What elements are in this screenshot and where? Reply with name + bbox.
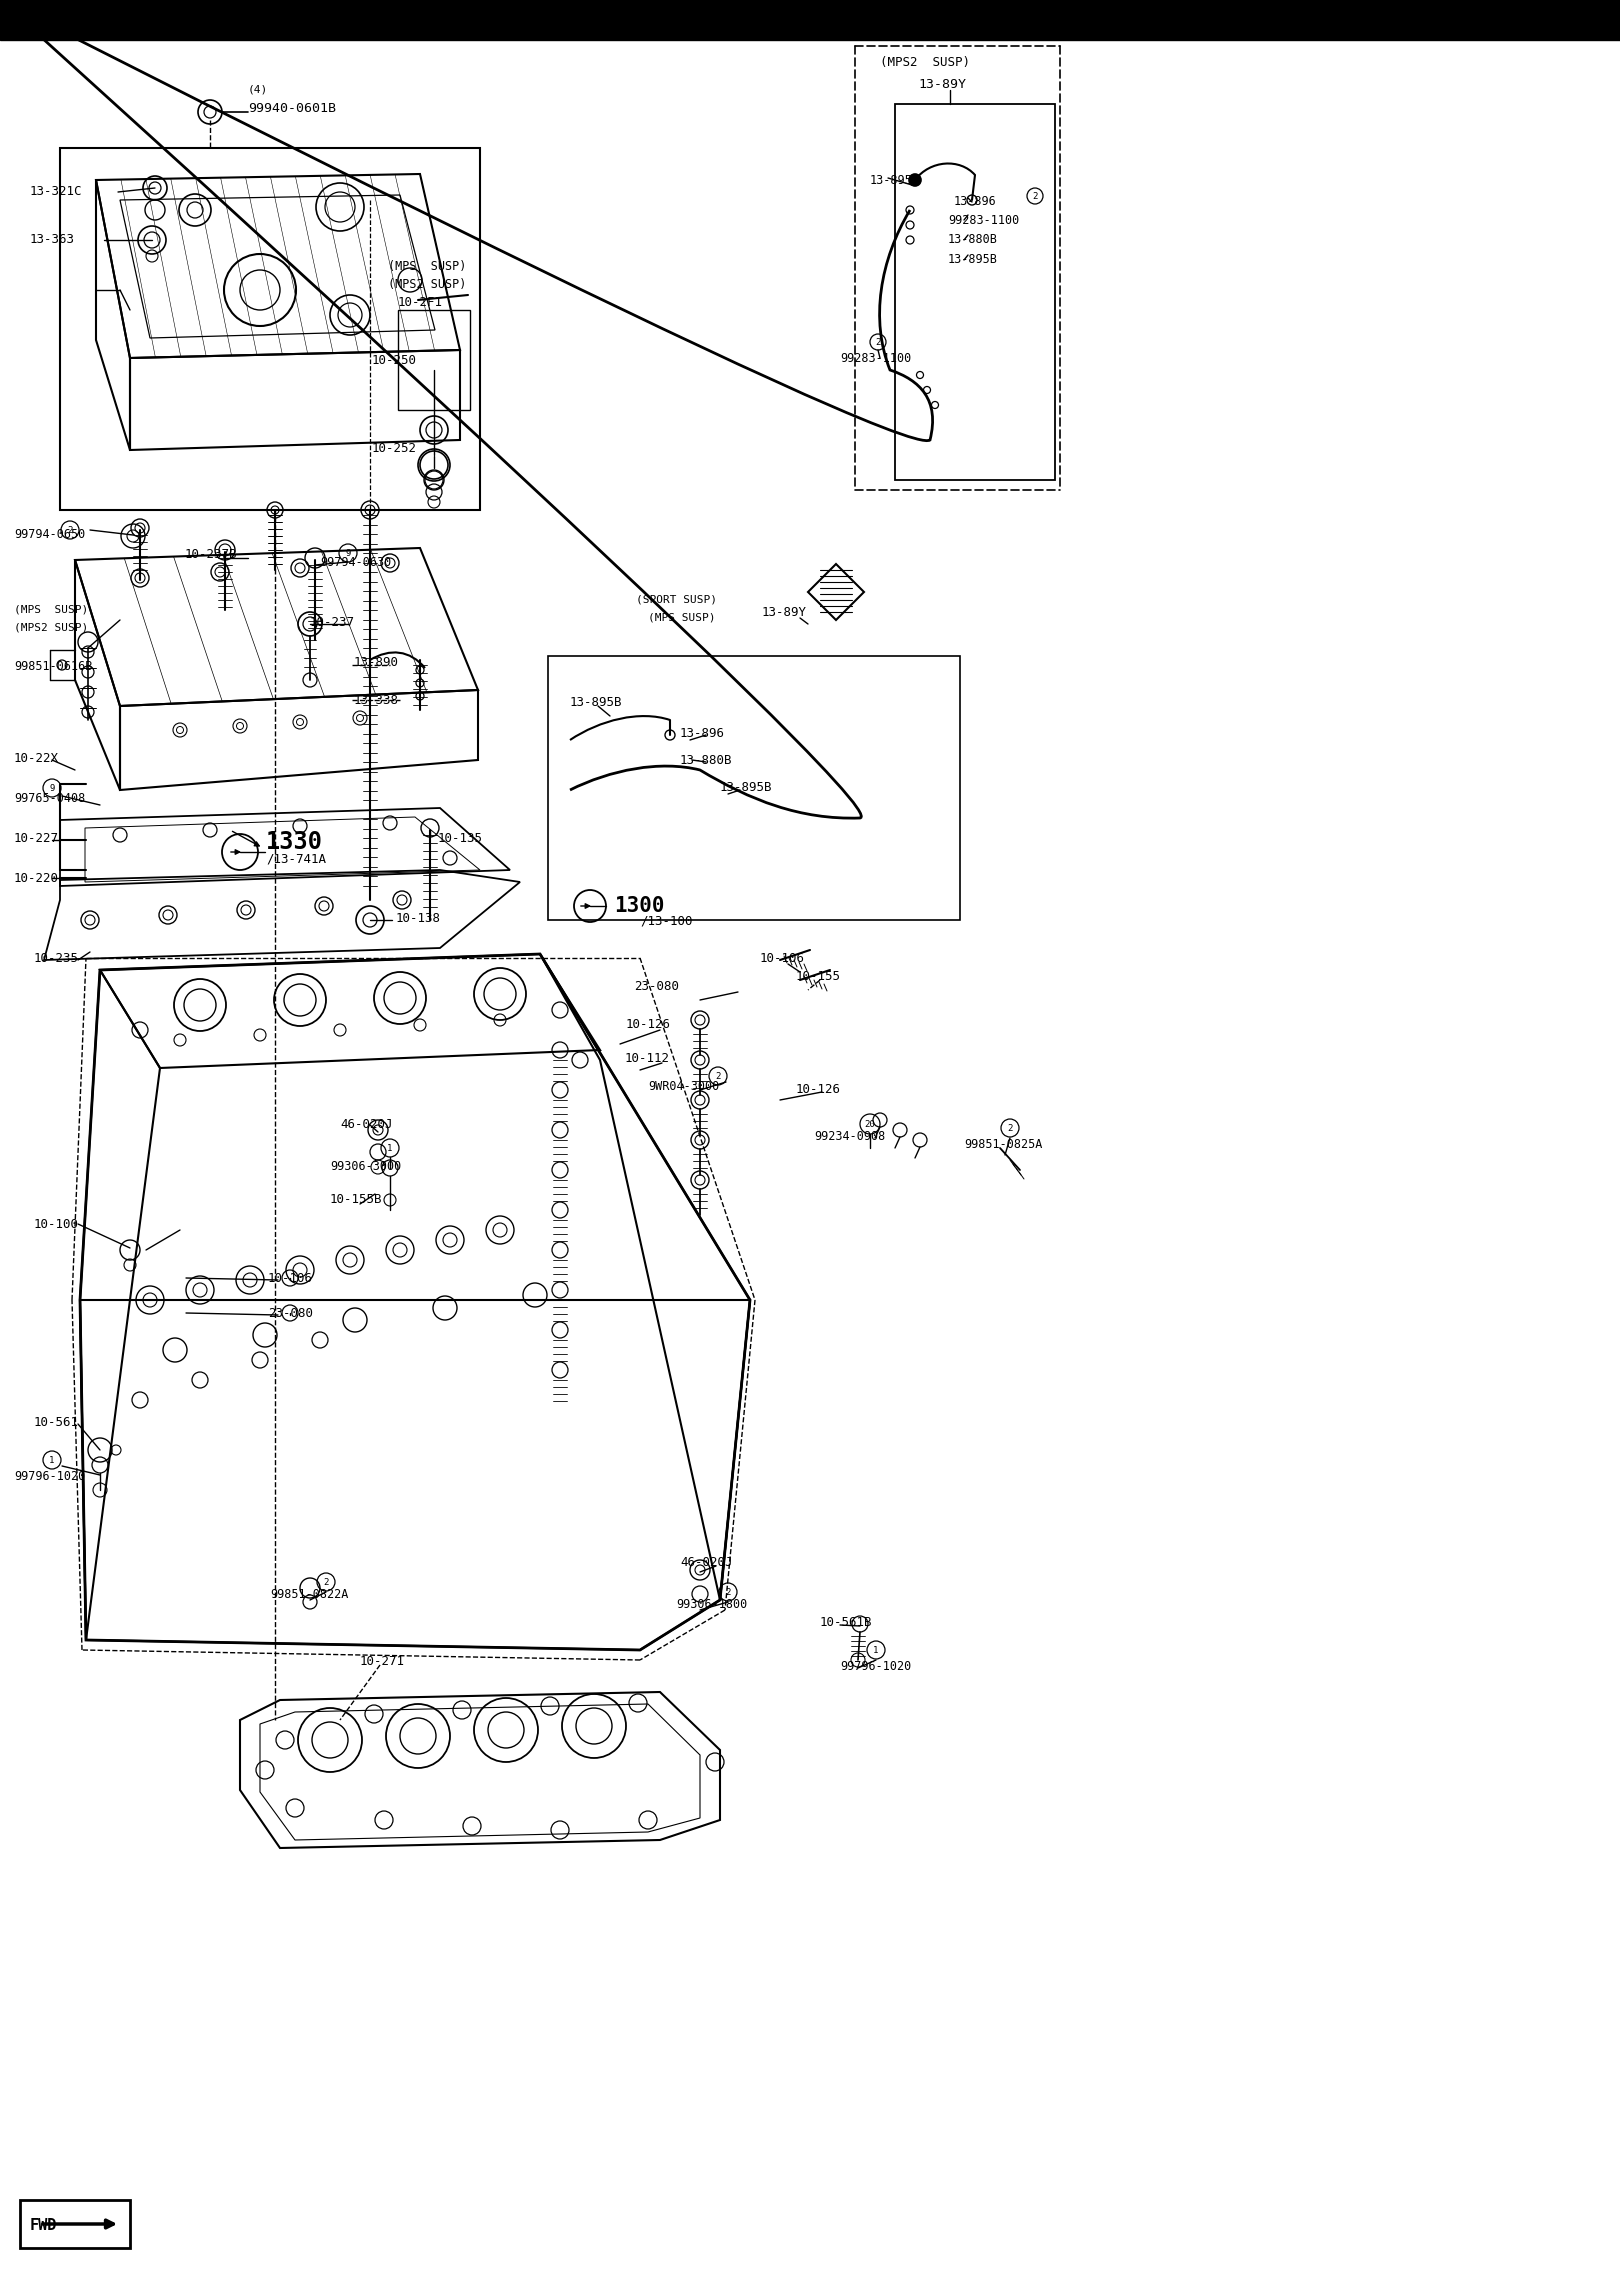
Text: (MPS  SUSP): (MPS SUSP) [15,603,87,615]
Text: 10-237B: 10-237B [185,549,238,560]
Circle shape [909,173,922,187]
Text: 1: 1 [49,1454,55,1463]
Bar [0,0,1620,41]
Text: 10-271: 10-271 [360,1655,405,1668]
Text: 10-106: 10-106 [760,951,805,965]
Text: 10-126: 10-126 [625,1017,671,1031]
Text: 99796-1020: 99796-1020 [841,1659,910,1673]
Text: 99851-0616B: 99851-0616B [15,660,92,674]
Text: (SPORT SUSP): (SPORT SUSP) [637,594,718,603]
Text: 20: 20 [865,1120,875,1129]
Bar [60,148,480,510]
Text: 23-080: 23-080 [633,981,679,992]
Text: 99851-0822A: 99851-0822A [271,1589,348,1600]
Text: 99940-0601B: 99940-0601B [248,102,335,116]
Text: 13-896: 13-896 [954,196,996,207]
Text: 2: 2 [716,1072,721,1081]
Text: 2: 2 [324,1577,329,1586]
Text: (MPS2 SUSP): (MPS2 SUSP) [15,621,87,633]
Text: 13-89Y: 13-89Y [919,77,966,91]
Text: 10-227: 10-227 [15,833,58,844]
Text: 10-561B: 10-561B [820,1616,873,1630]
Text: FWD: FWD [31,2219,57,2233]
Text: 13-896: 13-896 [680,726,726,740]
Text: 99794-0650: 99794-0650 [15,528,86,542]
Text: (MPS  SUSP): (MPS SUSP) [389,259,467,273]
Text: (MPS2  SUSP): (MPS2 SUSP) [880,57,970,68]
Text: 2: 2 [1032,191,1038,200]
Text: 10-155B: 10-155B [330,1193,382,1206]
Text: 1330: 1330 [266,831,322,854]
Text: 13-338: 13-338 [355,694,399,708]
Text: 2: 2 [726,1586,731,1595]
Bar [399,310,470,410]
Text: 10-561: 10-561 [34,1416,79,1429]
Text: 99765-0408: 99765-0408 [15,792,86,806]
Text: 9: 9 [49,783,55,792]
Text: 13-363: 13-363 [31,232,75,246]
Text: 99794-0630: 99794-0630 [321,555,392,569]
Text: 10-155: 10-155 [795,970,841,983]
Text: 1300: 1300 [614,897,664,915]
Text: 13-895B: 13-895B [570,696,622,710]
Text: 99851-0825A: 99851-0825A [964,1138,1042,1152]
Text: 13-880B: 13-880B [948,232,998,246]
Text: 10-252: 10-252 [373,442,416,455]
Text: 2: 2 [68,526,73,535]
Text: /13-741A: /13-741A [266,851,326,865]
Text: 99283-1100: 99283-1100 [948,214,1019,228]
Text: 23-080: 23-080 [267,1306,313,1320]
Text: 10-220: 10-220 [15,872,58,885]
Text: 99796-1020: 99796-1020 [15,1470,86,1484]
Text: (MPS2 SUSP): (MPS2 SUSP) [389,278,467,291]
Bar [548,655,961,920]
Text: 13-895B: 13-895B [870,173,920,187]
Text: 99306-1800: 99306-1800 [676,1598,747,1611]
Text: 13-880B: 13-880B [680,753,732,767]
Text: 13-89Y: 13-89Y [761,605,807,619]
Text: 1: 1 [873,1646,878,1655]
Text: 13-895B: 13-895B [719,781,773,794]
Text: 10-250: 10-250 [373,355,416,366]
Text: 99306-3000: 99306-3000 [330,1161,402,1172]
Text: 13-321C: 13-321C [31,184,83,198]
Text: 2: 2 [875,337,881,346]
Text: /13-100: /13-100 [640,915,692,926]
Text: 99234-0908: 99234-0908 [813,1129,885,1143]
Text: 46-020J: 46-020J [680,1557,732,1568]
Text: 2: 2 [1008,1124,1012,1133]
Text: 1: 1 [387,1143,392,1152]
Text: 46-020J: 46-020J [340,1118,392,1131]
Text: 10-126: 10-126 [795,1083,841,1097]
Text: 13-895B: 13-895B [948,253,998,266]
Text: 10-135: 10-135 [437,833,483,844]
Text: 10-237: 10-237 [309,617,355,628]
Text: 10-100: 10-100 [34,1218,79,1231]
Text: 10-2F1: 10-2F1 [399,296,442,310]
Text: CYLINDER HEAD & COVER (2000CC): CYLINDER HEAD & COVER (2000CC) [646,11,974,30]
Bar [19,2201,130,2249]
Text: 10-138: 10-138 [395,913,441,924]
Text: (MPS SUSP): (MPS SUSP) [648,612,716,621]
Text: 9WR04-3000: 9WR04-3000 [648,1081,719,1092]
Bar [894,105,1055,480]
Text: 99283-1100: 99283-1100 [841,353,910,364]
Text: 9: 9 [345,549,350,558]
Text: 10-112: 10-112 [625,1052,671,1065]
Text: 10-22X: 10-22X [15,751,58,765]
Text: (4): (4) [248,84,269,93]
Text: 13-890: 13-890 [355,655,399,669]
Text: 10-235: 10-235 [34,951,79,965]
Text: 10-106: 10-106 [267,1272,313,1286]
